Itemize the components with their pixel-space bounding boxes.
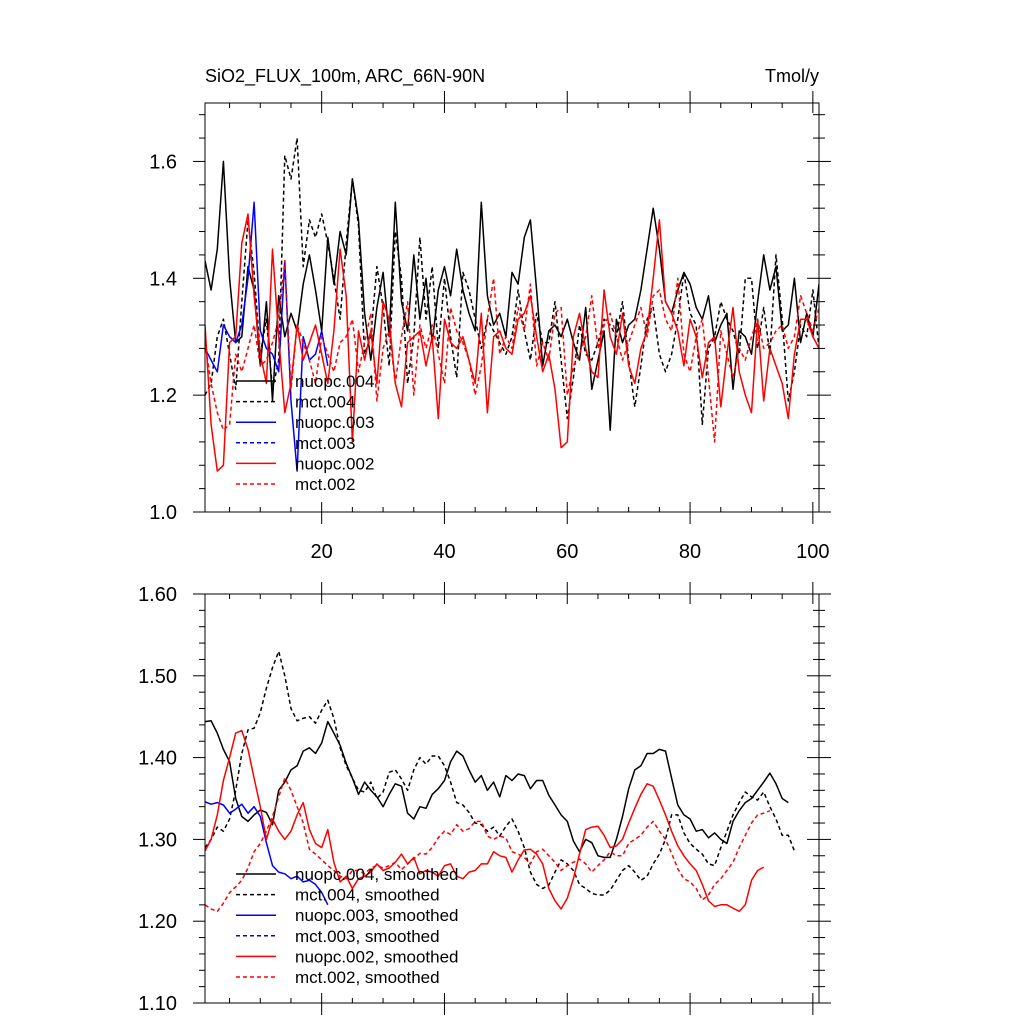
top-legend-label-4: nuopc.002	[295, 454, 374, 473]
bottom-ytick-label: 1.50	[138, 666, 177, 688]
bottom-ytick-label: 1.10	[138, 993, 177, 1015]
top-xtick-label: 100	[796, 541, 829, 563]
top-ytick-label: 1.6	[149, 151, 177, 173]
bottom-legend-label-5: mct.002, smoothed	[295, 968, 440, 987]
top-legend-label-2: nuopc.003	[295, 413, 374, 432]
bottom-ticks: 1.10 1.20 1.30 1.40 1.50 1.60	[138, 582, 831, 1015]
top-legend-label-1: mct.004	[295, 393, 355, 412]
bottom-ytick-label: 1.30	[138, 829, 177, 851]
top-ytick-label: 1.2	[149, 385, 177, 407]
top-ticks: 20 40 60 80 100 1.0 1.2 1.4 1.6	[149, 91, 831, 563]
top-chart-title: SiO2_FLUX_100m, ARC_66N-90N	[205, 66, 485, 87]
top-xtick-label: 40	[433, 541, 455, 563]
top-ytick-label: 1.4	[149, 268, 177, 290]
top-series-line-4	[205, 213, 819, 472]
bottom-legend-label-0: nuopc.004, smoothed	[295, 865, 459, 884]
top-xtick-label: 80	[679, 541, 701, 563]
top-series-line-1	[205, 137, 819, 426]
bottom-legend-label-2: nuopc.003, smoothed	[295, 906, 459, 925]
bottom-plot-frame	[204, 593, 820, 1004]
top-xtick-label: 20	[311, 541, 333, 563]
bottom-series-group	[205, 650, 796, 913]
bottom-legend-label-1: mct.004, smoothed	[295, 886, 440, 905]
bottom-series-line-1	[205, 650, 796, 896]
bottom-legend-label-4: nuopc.002, smoothed	[295, 947, 459, 966]
top-chart-units: Tmol/y	[765, 66, 819, 86]
bottom-series-line-5	[205, 777, 771, 913]
bottom-ytick-label: 1.20	[138, 911, 177, 933]
bottom-series-line-2	[205, 801, 329, 906]
top-ytick-label: 1.0	[149, 502, 177, 524]
top-legend-label-3: mct.003	[295, 434, 355, 453]
top-series-line-5	[205, 260, 819, 443]
bottom-ytick-label: 1.40	[138, 748, 177, 770]
bottom-panel: 1.10 1.20 1.30 1.40 1.50 1.60 nuopc.004, smoo…	[138, 582, 831, 1015]
top-legend-label-0: nuopc.004	[295, 372, 374, 391]
top-series-group	[205, 137, 819, 472]
bottom-series-line-0	[205, 720, 789, 859]
bottom-ytick-label: 1.60	[138, 584, 177, 606]
top-series-line-0	[205, 160, 819, 431]
top-legend-label-5: mct.002	[295, 475, 355, 494]
bottom-legend-label-3: mct.003, smoothed	[295, 927, 440, 946]
bottom-series-line-4	[205, 729, 765, 913]
top-plot-frame	[204, 102, 820, 513]
top-xtick-label: 60	[556, 541, 578, 563]
top-panel: SiO2_FLUX_100m, ARC_66N-90N Tmol/y 20 40 6…	[149, 66, 831, 563]
